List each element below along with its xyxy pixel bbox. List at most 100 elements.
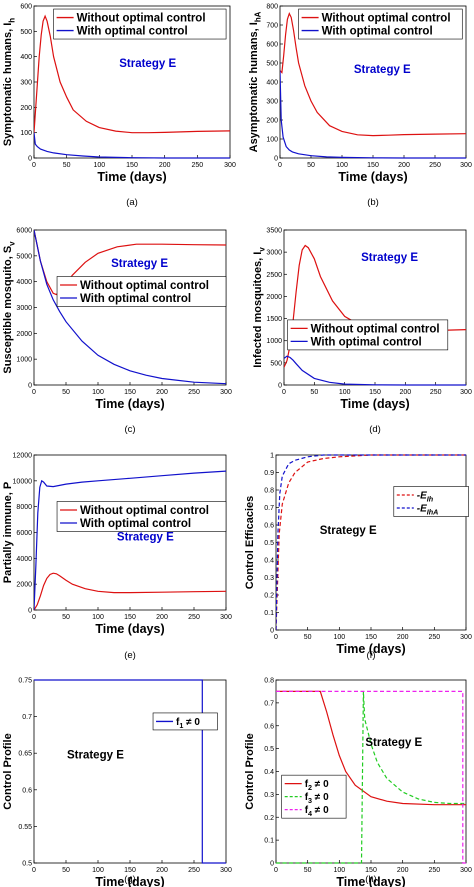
legend-box bbox=[287, 319, 449, 351]
x-tick-label: 100 bbox=[333, 867, 345, 874]
annotation-label: Strategy E bbox=[354, 64, 411, 76]
x-tick-label: 300 bbox=[224, 162, 236, 169]
x-tick-label: 200 bbox=[397, 867, 409, 874]
plot-area bbox=[275, 679, 467, 864]
x-tick-label: 300 bbox=[460, 389, 472, 396]
y-tick-label: 100 bbox=[266, 137, 278, 144]
y-tick-label: 0 bbox=[278, 383, 282, 390]
x-tick-label: 100 bbox=[92, 389, 104, 396]
series-line-1 bbox=[34, 572, 226, 611]
legend-entry: Without optimal control bbox=[80, 505, 209, 517]
y-tick-label: 2000 bbox=[16, 582, 32, 589]
y-tick-label: 700 bbox=[266, 23, 278, 30]
y-tick-label: 400 bbox=[266, 80, 278, 87]
y-tick-label: 0.8 bbox=[264, 678, 274, 685]
series-line-1 bbox=[280, 12, 466, 137]
annotation-label: Strategy E bbox=[320, 525, 377, 537]
y-tick-label: 0 bbox=[274, 156, 278, 163]
y-axis-label: Asymptomatic humans, IhA​ bbox=[248, 11, 262, 152]
y-tick-label: 0.2 bbox=[264, 815, 274, 822]
y-tick-label: 0.4 bbox=[264, 558, 274, 565]
panel-caption: (d) bbox=[369, 424, 381, 435]
series-line-1 bbox=[276, 690, 466, 806]
y-tick-label: 3000 bbox=[266, 250, 282, 257]
y-tick-label: 0.55 bbox=[18, 824, 32, 831]
x-tick-label: 150 bbox=[124, 614, 136, 621]
x-tick-label: 100 bbox=[92, 867, 104, 874]
x-tick-label: 100 bbox=[333, 634, 345, 641]
legend: f2​ ≠ 0f3​ ≠ 0f4​ ≠ 0 bbox=[281, 774, 347, 819]
x-tick-label: 300 bbox=[460, 634, 472, 641]
y-tick-label: 500 bbox=[270, 360, 282, 367]
x-axis-label: Time (days) bbox=[340, 397, 409, 411]
series-line-2 bbox=[34, 229, 226, 385]
y-tick-label: 0.9 bbox=[264, 470, 274, 477]
legend-entry: With optimal control bbox=[80, 518, 191, 530]
x-tick-label: 200 bbox=[159, 162, 171, 169]
x-tick-label: 300 bbox=[220, 389, 232, 396]
y-tick-label: 0.3 bbox=[264, 792, 274, 799]
series-line-2 bbox=[34, 132, 230, 159]
x-tick-label: 0 bbox=[274, 867, 278, 874]
x-tick-label: 150 bbox=[365, 634, 377, 641]
x-tick-label: 0 bbox=[32, 867, 36, 874]
x-tick-label: 300 bbox=[220, 867, 232, 874]
legend-entry: Without optimal control bbox=[322, 13, 451, 25]
legend: f1​ ≠ 0 bbox=[152, 712, 218, 731]
y-tick-label: 0.7 bbox=[264, 700, 274, 707]
y-tick-label: 0.1 bbox=[264, 610, 274, 617]
y-tick-label: 10000 bbox=[13, 478, 33, 485]
y-tick-label: 200 bbox=[266, 118, 278, 125]
legend-entry: Without optimal control bbox=[311, 323, 440, 335]
y-tick-label: 200 bbox=[20, 105, 32, 112]
x-tick-label: 250 bbox=[188, 867, 200, 874]
y-tick-label: 0.3 bbox=[264, 575, 274, 582]
y-tick-label: 0.5 bbox=[264, 540, 274, 547]
y-tick-label: 6000 bbox=[16, 228, 32, 235]
plot-area bbox=[275, 454, 467, 631]
x-axis-label: Time (days) bbox=[338, 170, 407, 184]
x-tick-label: 50 bbox=[304, 634, 312, 641]
y-tick-label: 0 bbox=[28, 156, 32, 163]
panel-caption: (h) bbox=[365, 874, 377, 885]
y-axis-label: Symptomatic humans, Ih​ bbox=[2, 18, 16, 146]
chart-panel-7: 0 50 100 150 200 250 300 0.5 0.55 0.6 0.65 0.7 0.75 T… bbox=[2, 678, 232, 887]
panel-caption: (a) bbox=[126, 197, 138, 208]
y-tick-label: 0.7 bbox=[22, 714, 32, 721]
x-tick-label: 300 bbox=[460, 867, 472, 874]
y-tick-label: 0 bbox=[28, 608, 32, 615]
annotation-label: Strategy E bbox=[67, 750, 124, 762]
chart-panel-8: 0 50 100 150 200 250 300 0 0.1 0.2 0.3 0.4 0.5 0.6 0.7… bbox=[244, 678, 472, 887]
y-tick-label: 0.1 bbox=[264, 838, 274, 845]
y-tick-label: 0.5 bbox=[264, 746, 274, 753]
x-tick-label: 150 bbox=[124, 389, 136, 396]
y-tick-label: 4000 bbox=[16, 279, 32, 286]
x-tick-label: 50 bbox=[310, 389, 318, 396]
x-tick-label: 150 bbox=[365, 867, 377, 874]
y-tick-label: 3000 bbox=[16, 305, 32, 312]
plot-area bbox=[283, 229, 467, 386]
x-tick-label: 150 bbox=[126, 162, 138, 169]
chart-panel-1: 0 50 100 150 200 250 300 0 100 200 300 400 500 600 Tim… bbox=[2, 4, 236, 209]
y-tick-label: 0 bbox=[270, 628, 274, 635]
x-tick-label: 50 bbox=[62, 389, 70, 396]
panel-caption: (f) bbox=[367, 650, 376, 661]
x-tick-label: 0 bbox=[282, 389, 286, 396]
y-tick-label: 4000 bbox=[16, 556, 32, 563]
x-axis-label: Time (days) bbox=[95, 397, 164, 411]
y-tick-label: 500 bbox=[20, 29, 32, 36]
y-tick-label: 0.75 bbox=[18, 678, 32, 685]
legend-entry: With optimal control bbox=[311, 336, 422, 348]
y-tick-label: 1500 bbox=[266, 316, 282, 323]
x-tick-label: 250 bbox=[191, 162, 203, 169]
x-tick-label: 250 bbox=[430, 389, 442, 396]
x-axis-label: Time (days) bbox=[95, 875, 164, 887]
series-line-1 bbox=[276, 454, 466, 631]
chart-panel-4: 0 50 100 150 200 250 3000500100015002000250030… bbox=[252, 228, 472, 436]
y-tick-label: 2000 bbox=[16, 331, 32, 338]
chart-panel-3: 0 50 100 150 200 250 3000100020003000400050006… bbox=[2, 228, 232, 436]
